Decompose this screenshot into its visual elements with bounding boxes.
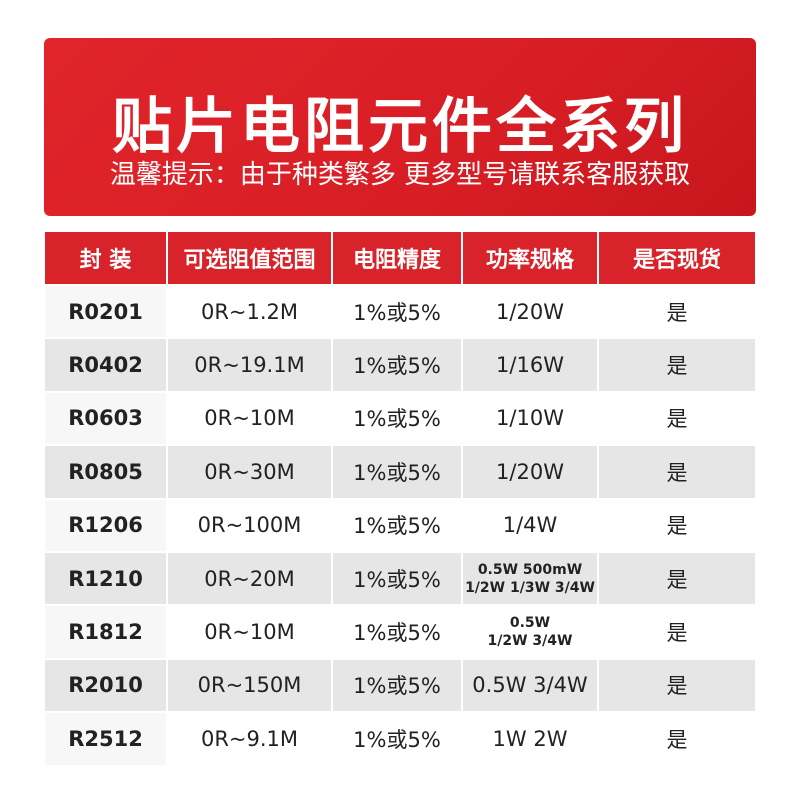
table-cell: 0R~150M	[168, 659, 331, 712]
table-cell: 是	[599, 499, 755, 551]
table-cell: 0.5W 3/4W	[463, 659, 597, 712]
table-cell: 1%或5%	[333, 446, 461, 498]
column-header: 电阻精度	[333, 232, 461, 284]
table-cell: 1%或5%	[333, 286, 461, 338]
table-cell: R1206	[45, 499, 166, 551]
table-cell: 1%或5%	[333, 339, 461, 391]
column-header: 封 装	[45, 232, 166, 284]
cell-line: 1/2W 1/3W 3/4W	[465, 579, 595, 596]
table-cell: 1%或5%	[333, 659, 461, 712]
column-header: 功率规格	[463, 232, 597, 284]
table-cell: 0R~19.1M	[168, 339, 331, 391]
table-cell: 1/20W	[463, 286, 597, 338]
table-cell: 1%或5%	[333, 713, 461, 765]
table-cell: 0.5W 500mW 1/2W 1/3W 3/4W	[463, 553, 597, 605]
table-cell: 0R~30M	[168, 446, 331, 498]
cell-line: 0.5W 500mW	[477, 561, 583, 578]
table-cell: 0R~20M	[168, 553, 331, 605]
table-cell: R2010	[45, 659, 166, 712]
table-cell: R1812	[45, 606, 166, 658]
table-cell: 1W 2W	[463, 713, 597, 765]
table-cell: 1/10W	[463, 392, 597, 445]
table-cell: 0R~9.1M	[168, 713, 331, 765]
table-cell: 是	[599, 713, 755, 765]
table-cell: 是	[599, 392, 755, 445]
table-cell: 0R~1.2M	[168, 286, 331, 338]
table-cell: 0R~10M	[168, 606, 331, 658]
table-cell: 是	[599, 339, 755, 391]
table-cell: 是	[599, 606, 755, 658]
table-cell: 是	[599, 553, 755, 605]
table-cell: 是	[599, 446, 755, 498]
column-header: 可选阻值范围	[168, 232, 331, 284]
banner: 贴片电阻元件全系列 温馨提示：由于种类繁多 更多型号请联系客服获取	[44, 38, 756, 216]
table-cell: 是	[599, 286, 755, 338]
table-cell: 1/20W	[463, 446, 597, 498]
table-cell: R0603	[45, 392, 166, 445]
table-cell: 1%或5%	[333, 553, 461, 605]
table-cell: 1%或5%	[333, 499, 461, 551]
title: 贴片电阻元件全系列	[112, 92, 688, 162]
subtitle: 温馨提示：由于种类繁多 更多型号请联系客服获取	[109, 160, 691, 190]
cell-line: 0.5W	[509, 615, 551, 632]
table-cell: R2512	[45, 713, 166, 765]
table-cell: R0805	[45, 446, 166, 498]
table-cell: 1%或5%	[333, 606, 461, 658]
cell-line: 1/2W 3/4W	[487, 633, 573, 650]
column-header: 是否现货	[599, 232, 755, 284]
table-cell: 0R~10M	[168, 392, 331, 445]
table-cell: 0.5W 1/2W 3/4W	[463, 606, 597, 658]
table-cell: R0402	[45, 339, 166, 391]
table-cell: R1210	[45, 553, 166, 605]
table-cell: 1%或5%	[333, 392, 461, 445]
table-cell: 1/4W	[463, 499, 597, 551]
table-cell: 1/16W	[463, 339, 597, 391]
table-cell: 是	[599, 659, 755, 712]
table-cell: 0R~100M	[168, 499, 331, 551]
table-cell: R0201	[45, 286, 166, 338]
